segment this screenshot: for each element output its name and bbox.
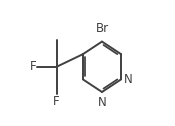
Text: F: F bbox=[29, 60, 36, 73]
Text: F: F bbox=[53, 95, 60, 108]
Text: N: N bbox=[124, 73, 133, 86]
Text: N: N bbox=[98, 96, 106, 109]
Text: Br: Br bbox=[95, 22, 108, 35]
